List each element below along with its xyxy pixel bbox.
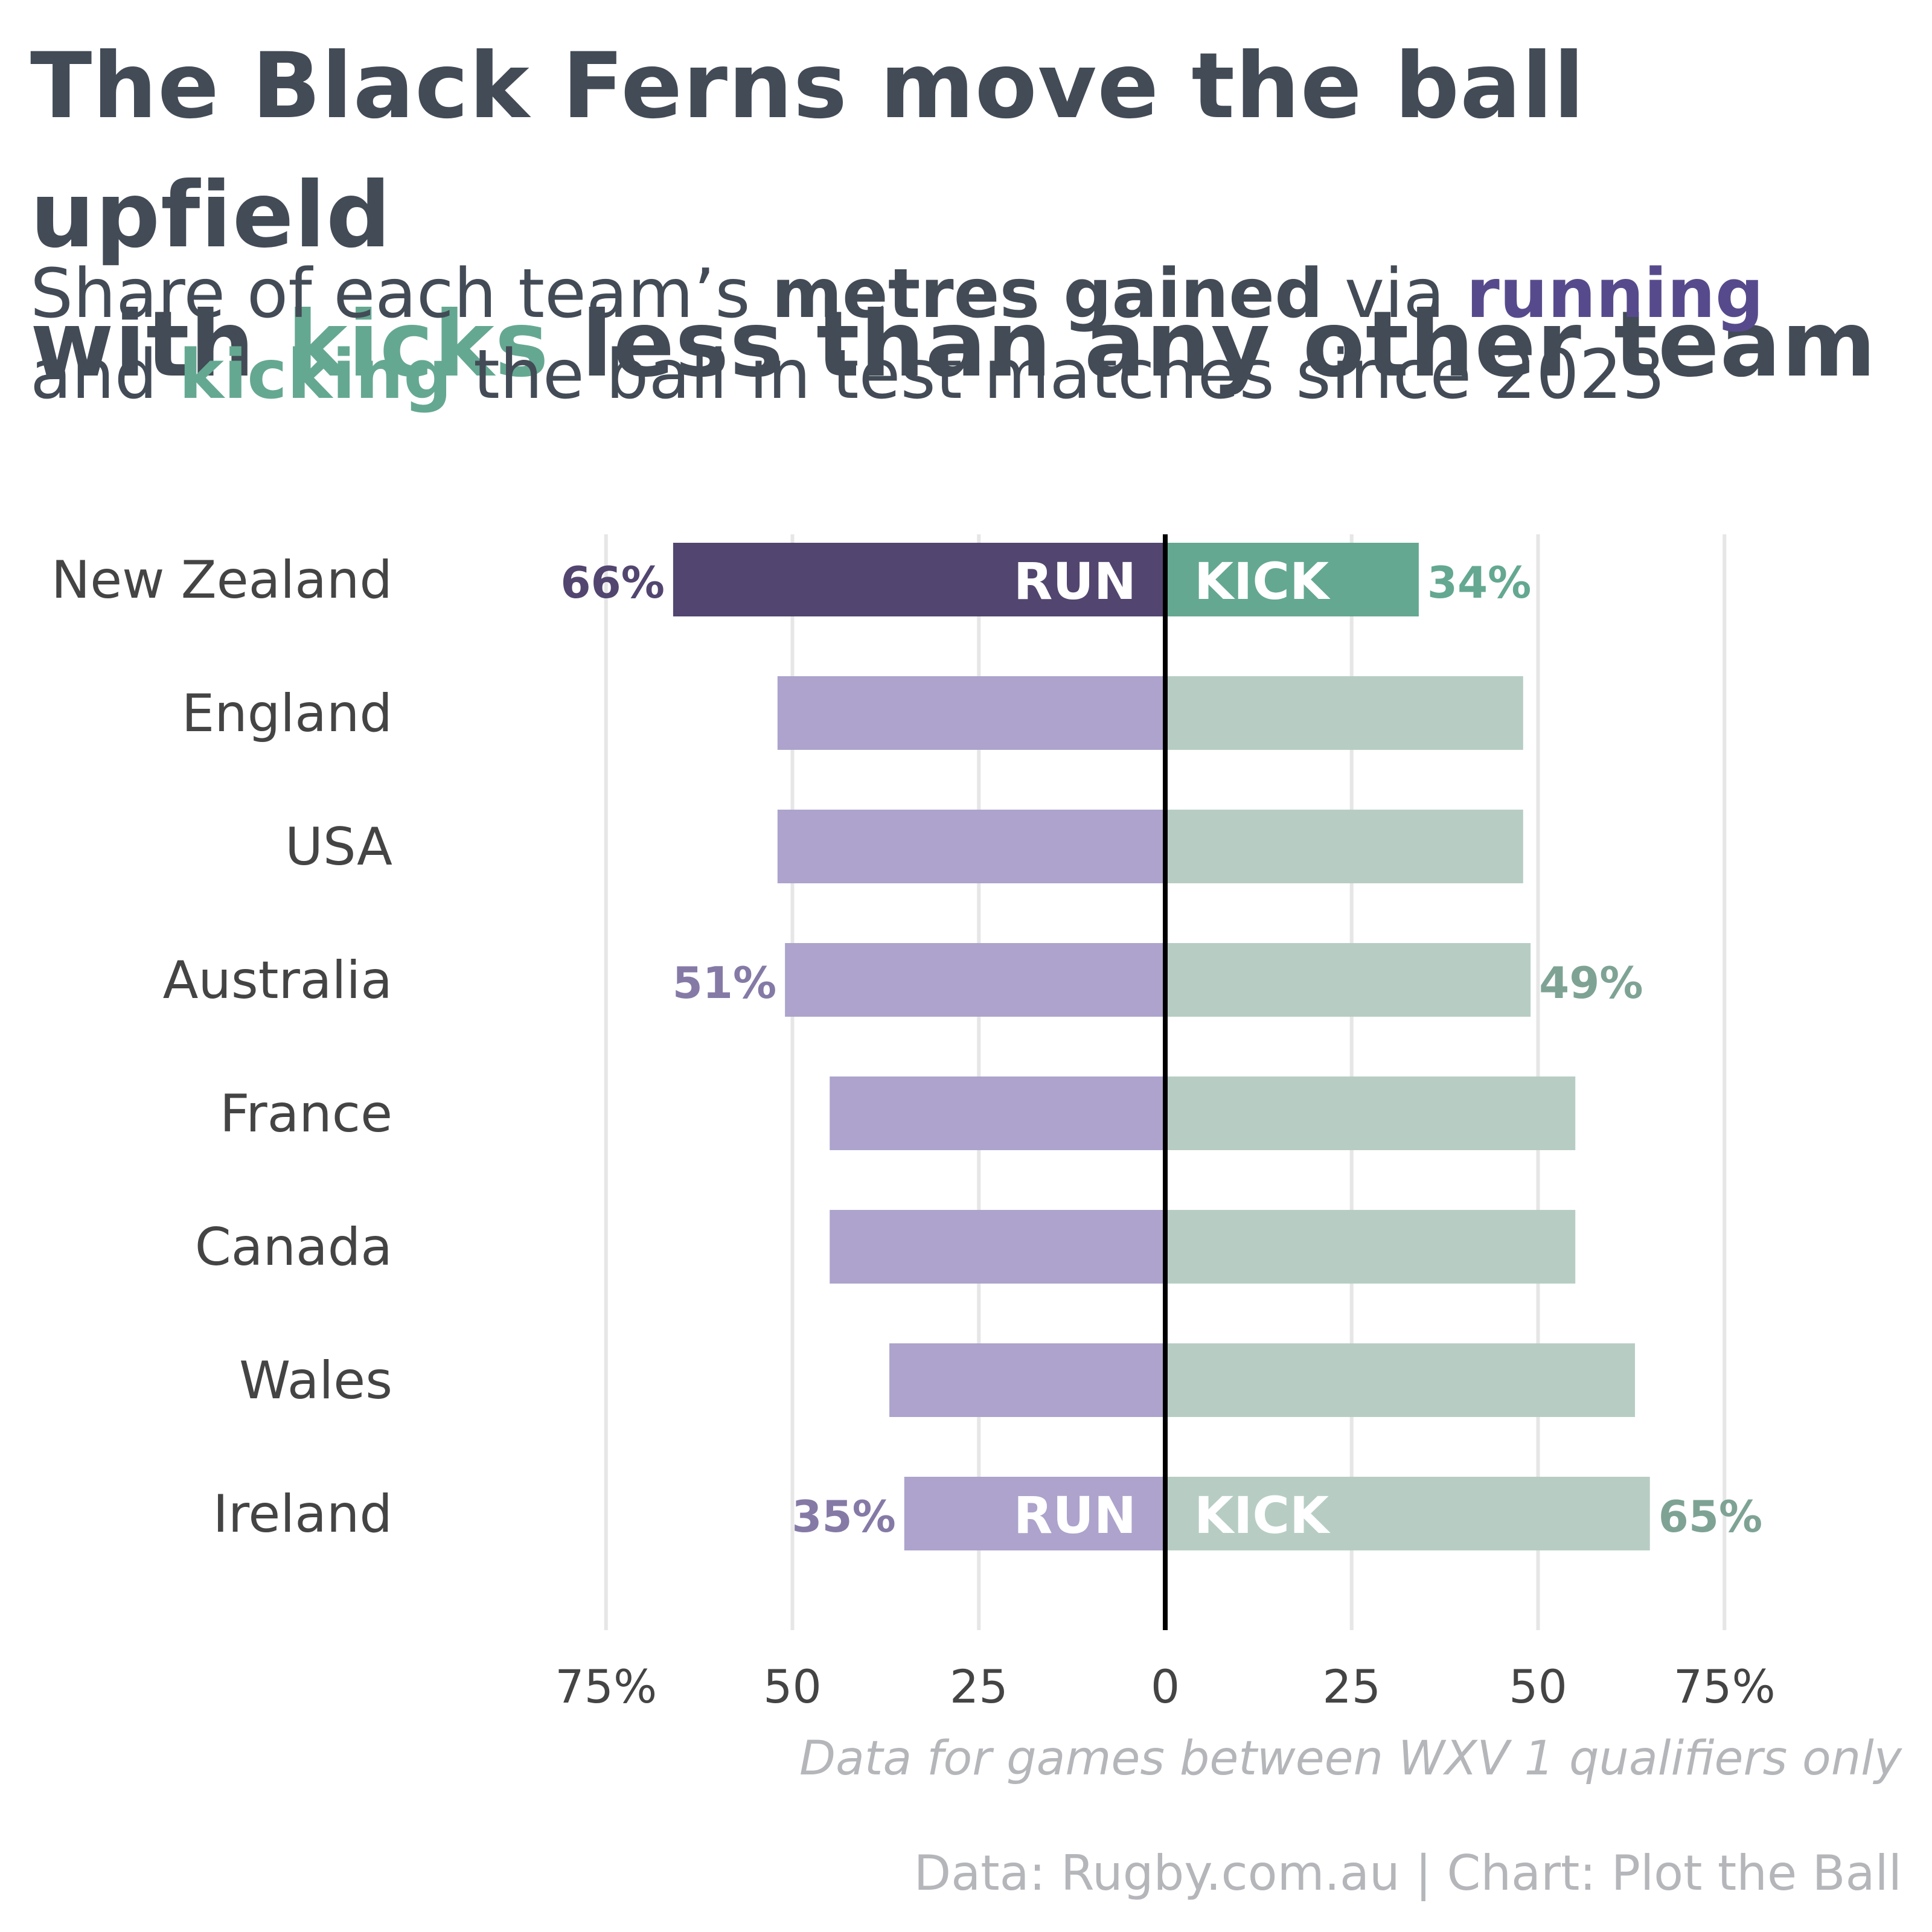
source-credit: Data: Rugby.com.au | Chart: Plot the Bal… [913,1845,1902,1901]
kick-inbar-label: KICK [1194,552,1331,611]
kick-bar [1165,1210,1576,1284]
title-kicks-highlight: kicks [287,292,549,397]
subtitle-line-1-pre: Share of each team’s [30,255,772,333]
category-label: New Zealand [51,550,392,610]
category-label: England [182,683,392,744]
run-bar [777,810,1165,883]
x-tick-label: 25 [950,1660,1008,1713]
x-tick-label: 50 [763,1660,822,1713]
x-tick-label: 50 [1509,1660,1567,1713]
category-label: Ireland [213,1484,392,1544]
subtitle-line-2-post: the ball in test matches since 2023 [452,336,1665,414]
kick-bar [1165,1076,1576,1150]
run-bar [830,1076,1165,1150]
x-tick-label: 75% [1674,1660,1776,1713]
kick-bar [1165,676,1523,750]
run-data-label: 66% [561,557,665,608]
x-tick-label: 0 [1151,1660,1180,1713]
subtitle-running-highlight: running [1466,255,1764,333]
title-line-2-post: less than any other team [549,292,1877,397]
title-line-2-pre: with [30,292,287,397]
run-inbar-label: RUN [1014,1486,1136,1545]
kick-bar [1165,1477,1650,1550]
subtitle-metres-gained: metres gained [772,255,1323,333]
kick-bar [1165,1343,1636,1417]
x-tick-label: 75% [555,1660,657,1713]
chart-subtitle: Share of each team’s metres gained via r… [30,254,1914,415]
x-tick-label: 25 [1322,1660,1381,1713]
run-bar [830,1210,1165,1284]
chart-title: The Black Ferns move the ball upfield wi… [30,22,1914,409]
category-label: Canada [195,1217,392,1278]
kick-data-label: 34% [1427,557,1531,608]
run-bar [785,943,1165,1017]
run-inbar-label: RUN [1014,552,1136,611]
subtitle-line-1-mid: via [1323,255,1467,333]
kick-bar [1165,943,1531,1017]
run-data-label: 51% [673,958,776,1008]
kick-inbar-label: KICK [1194,1486,1331,1545]
subtitle-kicking-highlight: kicking [179,336,452,414]
category-label: Wales [239,1351,392,1411]
run-bar [777,676,1165,750]
kick-data-label: 65% [1659,1491,1762,1542]
run-bar [889,1343,1165,1417]
kick-bar [1165,543,1419,616]
run-bar [904,1477,1165,1550]
run-data-label: 35% [792,1491,895,1542]
run-bar [673,543,1165,616]
title-line-1: The Black Ferns move the ball upfield [30,34,1585,268]
category-label: France [220,1084,392,1144]
kick-data-label: 49% [1539,958,1643,1008]
subtitle-line-2-pre: and [30,336,179,414]
caption-note: Data for games between WXV 1 qualifiers … [799,1732,1902,1786]
category-label: USA [285,817,392,877]
kick-bar [1165,810,1523,883]
category-label: Australia [163,950,392,1011]
